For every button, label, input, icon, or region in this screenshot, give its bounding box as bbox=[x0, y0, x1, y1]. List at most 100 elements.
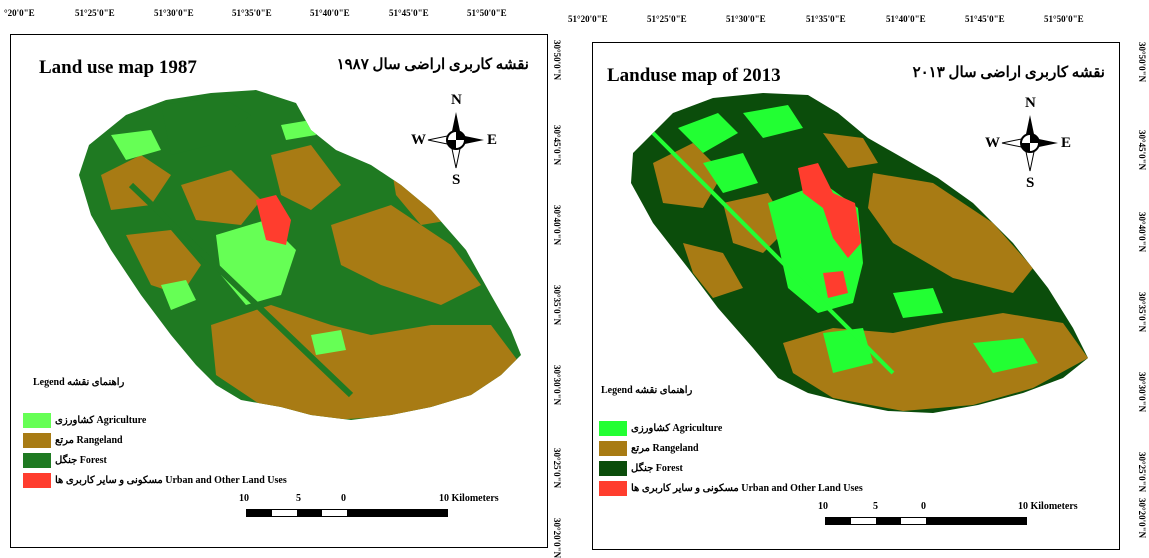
urban-area bbox=[256, 195, 291, 245]
legend-title: Legend راهنمای نقشه bbox=[33, 377, 125, 388]
rangeland-swatch bbox=[23, 433, 51, 448]
scale-label: 10 bbox=[818, 501, 828, 512]
map-title: Land use map 1987 bbox=[39, 57, 197, 78]
legend-label: مسکونی و سایر کاربری ها Urban and Other … bbox=[631, 483, 863, 494]
scale-label: 5 bbox=[873, 501, 878, 512]
rangeland-area bbox=[868, 173, 1033, 293]
lat-label: 30°50'0"N bbox=[1137, 42, 1147, 83]
lon-label: 51°45'0"E bbox=[389, 8, 429, 18]
lat-label: 30°50'0"N bbox=[552, 40, 562, 81]
left-map-panel: Land use map 1987 نقشه کاربری اراضی سال … bbox=[10, 34, 548, 548]
legend-label: کشاورزی Agriculture bbox=[55, 415, 147, 426]
urban-area bbox=[823, 271, 848, 298]
compass-east: E bbox=[487, 132, 498, 148]
agriculture-area bbox=[678, 113, 738, 153]
agriculture-area bbox=[703, 153, 758, 193]
lon-label: 51°40'0"E bbox=[310, 8, 350, 18]
rangeland-area bbox=[683, 243, 743, 298]
lon-label: 51°35'0"E bbox=[806, 14, 846, 24]
legend-item-urban: مسکونی و سایر کاربری ها Urban and Other … bbox=[599, 481, 863, 496]
rangeland-area bbox=[331, 205, 481, 305]
agriculture-area bbox=[311, 330, 346, 355]
lon-label: 51°30'0"E bbox=[154, 8, 194, 18]
legend-label: مسکونی و سایر کاربری ها Urban and Other … bbox=[55, 475, 287, 486]
compass-rose-icon bbox=[1001, 115, 1058, 172]
north-arrow-compass: N S E W bbox=[985, 93, 1075, 193]
urban-swatch bbox=[599, 481, 627, 496]
north-arrow-compass: N S E W bbox=[411, 90, 501, 190]
rangeland-area bbox=[823, 133, 878, 168]
lat-label: 30°40'0"N bbox=[552, 205, 562, 246]
agriculture-swatch bbox=[599, 421, 627, 436]
scale-label: 10 bbox=[239, 493, 249, 504]
agriculture-area bbox=[743, 105, 803, 138]
rangeland-area bbox=[101, 155, 171, 210]
compass-west: W bbox=[985, 135, 1000, 151]
lat-label: 30°20'0"N bbox=[1137, 498, 1147, 539]
legend-item-rangeland: مرتع Rangeland bbox=[23, 433, 123, 448]
agriculture-area bbox=[161, 280, 196, 310]
legend-item-urban: مسکونی و سایر کاربری ها Urban and Other … bbox=[23, 473, 287, 488]
lon-label: 51°50'0"E bbox=[467, 8, 507, 18]
lat-label: 30°30'0"N bbox=[552, 365, 562, 406]
compass-south: S bbox=[1026, 175, 1035, 191]
map-title-persian: نقشه کاربری اراضی سال ۱۹۸۷ bbox=[336, 57, 529, 73]
legend-title: Legend راهنمای نقشه bbox=[601, 385, 693, 396]
lat-label: 30°30'0"N bbox=[1137, 372, 1147, 413]
compass-south: S bbox=[452, 172, 461, 188]
legend-label: جنگل Forest bbox=[55, 455, 107, 466]
lon-label: °20'0"E bbox=[4, 8, 35, 18]
lat-label: 30°25'0"N bbox=[552, 448, 562, 489]
rangeland-area bbox=[181, 170, 261, 225]
forest-swatch bbox=[23, 453, 51, 468]
rangeland-area bbox=[271, 145, 341, 210]
compass-west: W bbox=[411, 132, 426, 148]
lat-label: 30°25'0"N bbox=[1137, 452, 1147, 493]
lon-label: 51°40'0"E bbox=[886, 14, 926, 24]
lat-label: 30°35'0"N bbox=[1137, 292, 1147, 333]
legend-label: کشاورزی Agriculture bbox=[631, 423, 723, 434]
rangeland-area bbox=[653, 143, 723, 208]
legend-label: مرتع Rangeland bbox=[631, 443, 699, 454]
rangeland-area bbox=[126, 230, 201, 295]
lat-label: 30°20'0"N bbox=[552, 518, 562, 558]
scale-label: 0 bbox=[921, 501, 926, 512]
agriculture-swatch bbox=[23, 413, 51, 428]
compass-north: N bbox=[1025, 95, 1036, 111]
lat-label: 30°35'0"N bbox=[552, 285, 562, 326]
lat-label: 30°45'0"N bbox=[1137, 130, 1147, 171]
scale-label: 10 Kilometers bbox=[439, 493, 499, 504]
map-title-persian: نقشه کاربری اراضی سال ۲۰۱۳ bbox=[912, 65, 1105, 81]
scale-label: 5 bbox=[296, 493, 301, 504]
lon-label: 51°25'0"E bbox=[75, 8, 115, 18]
agriculture-area bbox=[281, 120, 316, 140]
scale-bar-graphic bbox=[825, 517, 1027, 525]
compass-rose-icon bbox=[427, 112, 484, 169]
lon-label: 51°20'0"E bbox=[568, 14, 608, 24]
agriculture-area bbox=[973, 338, 1038, 373]
legend-item-forest: جنگل Forest bbox=[23, 453, 107, 468]
legend-label: مرتع Rangeland bbox=[55, 435, 123, 446]
urban-area bbox=[798, 163, 861, 258]
lon-label: 51°35'0"E bbox=[232, 8, 272, 18]
land-use-map-1987 bbox=[79, 90, 521, 420]
legend-label: جنگل Forest bbox=[631, 463, 683, 474]
lon-label: 51°45'0"E bbox=[965, 14, 1005, 24]
scale-label: 0 bbox=[341, 493, 346, 504]
map-title: Landuse map of 2013 bbox=[607, 65, 781, 86]
scale-label: 10 Kilometers bbox=[1018, 501, 1078, 512]
lon-label: 51°50'0"E bbox=[1044, 14, 1084, 24]
right-map-panel: Landuse map of 2013 نقشه کاربری اراضی سا… bbox=[592, 42, 1120, 550]
lat-label: 30°40'0"N bbox=[1137, 212, 1147, 253]
lat-label: 30°45'0"N bbox=[552, 125, 562, 166]
compass-north: N bbox=[451, 92, 462, 108]
urban-swatch bbox=[23, 473, 51, 488]
legend-item-agriculture: کشاورزی Agriculture bbox=[599, 421, 722, 436]
agriculture-area bbox=[893, 288, 943, 318]
legend-item-agriculture: کشاورزی Agriculture bbox=[23, 413, 146, 428]
lon-label: 51°30'0"E bbox=[726, 14, 766, 24]
compass-east: E bbox=[1061, 135, 1072, 151]
legend-item-forest: جنگل Forest bbox=[599, 461, 683, 476]
agriculture-area bbox=[111, 130, 161, 160]
land-use-map-2013 bbox=[631, 93, 1088, 413]
